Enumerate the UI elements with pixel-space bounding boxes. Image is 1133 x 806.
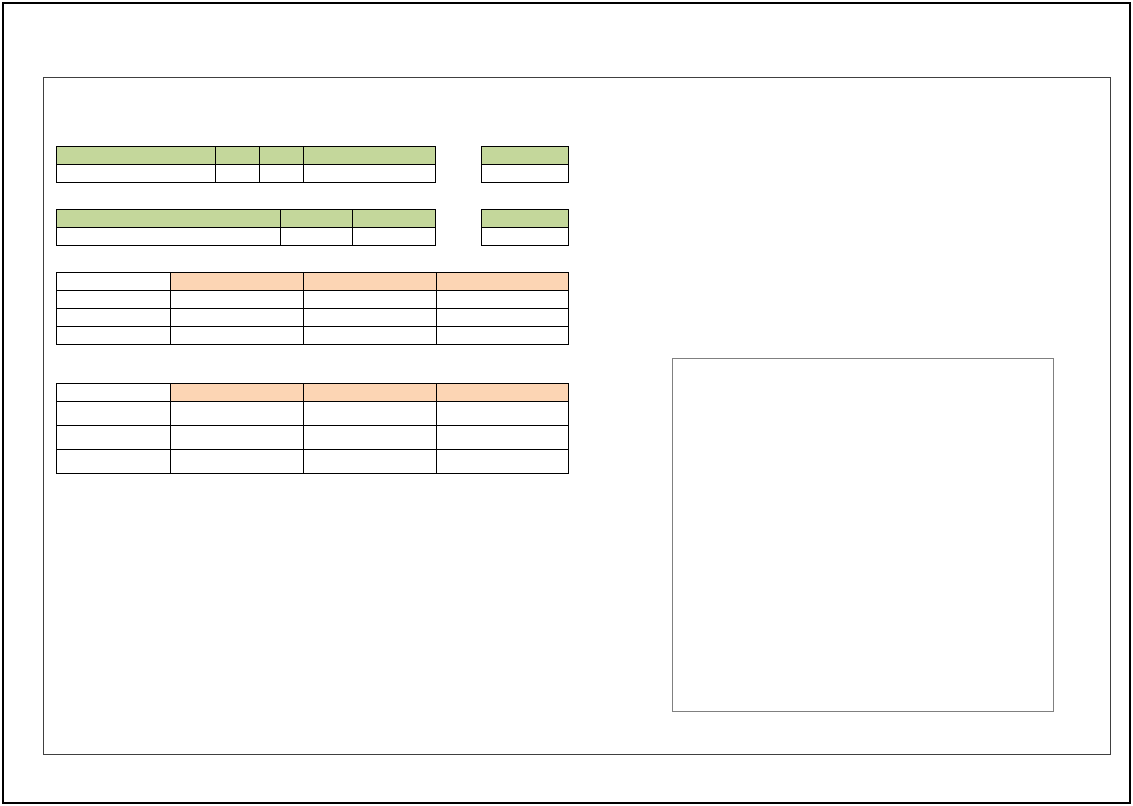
estimation-dept <box>56 383 171 402</box>
estimation-header-row <box>56 383 569 402</box>
property-header-row <box>56 209 436 228</box>
unit-price-box <box>481 209 569 246</box>
estimation-row-daily-patients <box>56 449 569 474</box>
customer-info-table <box>56 146 436 183</box>
area-header-2 <box>303 383 437 402</box>
row-label <box>56 290 171 309</box>
property-header-days <box>352 209 436 228</box>
property-address <box>56 227 281 246</box>
unit-price-value-row <box>481 227 569 246</box>
competition-table <box>56 272 569 345</box>
count-chart <box>880 125 1086 287</box>
row-label <box>56 449 171 474</box>
value-cell <box>170 425 304 450</box>
area-header-3 <box>436 383 569 402</box>
customer-header-age <box>215 146 260 165</box>
estimation-row-daily-fee <box>56 425 569 450</box>
target-year-value-row <box>481 164 569 183</box>
value-cell <box>170 308 304 327</box>
area-header-3 <box>436 272 569 291</box>
competition-row-total <box>56 326 569 345</box>
target-year-box <box>481 146 569 183</box>
property-beds <box>280 227 353 246</box>
value-cell <box>303 290 437 309</box>
unit-price-value <box>481 227 569 246</box>
content-border <box>43 77 1111 755</box>
unit-price-header <box>481 209 569 228</box>
row-label <box>56 401 171 426</box>
area-header-1 <box>170 272 304 291</box>
ratio-chart <box>624 125 802 287</box>
target-year-header-row <box>481 146 569 165</box>
customer-data-row <box>56 164 436 183</box>
value-cell <box>170 326 304 345</box>
customer-dept <box>303 164 436 183</box>
customer-sex <box>259 164 304 183</box>
row-label <box>56 308 171 327</box>
value-cell <box>303 326 437 345</box>
value-cell <box>170 401 304 426</box>
value-cell <box>303 401 437 426</box>
value-cell <box>303 425 437 450</box>
estimation-row-monthly-fee <box>56 401 569 426</box>
competition-row-hospitals <box>56 308 569 327</box>
value-cell <box>436 290 569 309</box>
customer-header-dept <box>303 146 436 165</box>
property-days <box>352 227 436 246</box>
competition-row-clinics <box>56 290 569 309</box>
estimation-table <box>56 383 569 474</box>
row-label <box>56 326 171 345</box>
area-header-1 <box>170 383 304 402</box>
property-info-table <box>56 209 436 246</box>
area-header-2 <box>303 272 437 291</box>
competition-dept <box>56 272 171 291</box>
property-header-beds <box>280 209 353 228</box>
value-cell <box>170 290 304 309</box>
customer-age <box>215 164 260 183</box>
value-cell <box>303 308 437 327</box>
value-cell <box>436 425 569 450</box>
value-cell <box>436 308 569 327</box>
target-year-header <box>481 146 569 165</box>
competition-header-row <box>56 272 569 291</box>
row-label <box>56 425 171 450</box>
value-cell <box>436 401 569 426</box>
customer-header-row <box>56 146 436 165</box>
age-composition-chart <box>672 358 1054 712</box>
customer-header-doctor <box>56 146 216 165</box>
property-data-row <box>56 227 436 246</box>
value-cell <box>303 449 437 474</box>
value-cell <box>436 449 569 474</box>
target-year-value <box>481 164 569 183</box>
property-header-address <box>56 209 281 228</box>
customer-header-sex <box>259 146 304 165</box>
unit-price-header-row <box>481 209 569 228</box>
customer-doctor-name <box>56 164 216 183</box>
value-cell <box>170 449 304 474</box>
value-cell <box>436 326 569 345</box>
